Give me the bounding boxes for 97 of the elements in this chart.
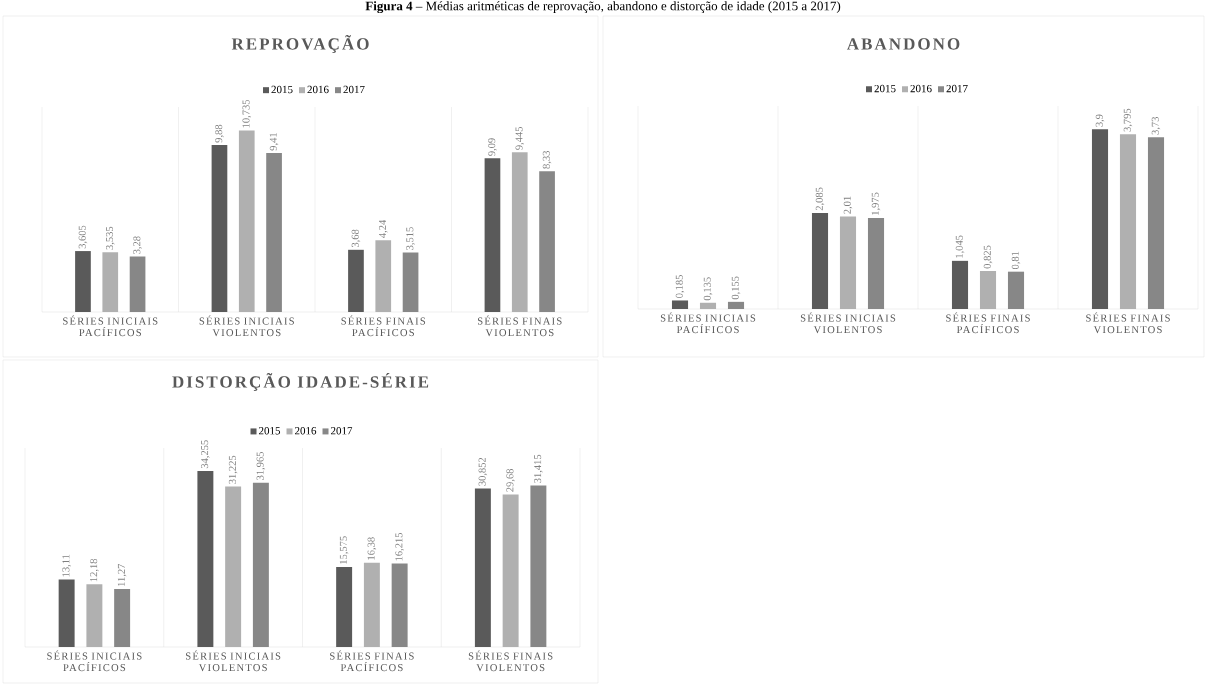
data-label: 3,605 [78, 225, 88, 249]
data-label: 0,135 [703, 277, 713, 301]
data-label: 31,225 [228, 455, 238, 484]
data-label: 31,965 [256, 452, 266, 480]
bar [484, 158, 501, 312]
data-label: 3,535 [105, 226, 115, 250]
data-label: 9,88 [215, 124, 224, 143]
bar [402, 252, 419, 312]
x-tick-label: SÉRIES INICIAIS VIOLENTOS [199, 315, 294, 337]
bar [211, 145, 228, 312]
data-label: 10,735 [242, 99, 252, 128]
bar [699, 302, 717, 309]
data-label: 3,28 [133, 236, 142, 254]
legend-label: 2016 [295, 427, 317, 435]
bar [727, 301, 745, 309]
bar [336, 566, 353, 647]
data-label: 16,215 [395, 532, 404, 561]
bar [129, 256, 146, 312]
bar [58, 579, 75, 647]
bar [348, 249, 364, 312]
data-label: 4,24 [378, 219, 388, 238]
data-label: 30,852 [478, 457, 488, 486]
data-label: 29,68 [506, 468, 515, 492]
data-label: 12,18 [90, 558, 99, 582]
bar [474, 488, 491, 647]
legend-label: 2016 [307, 85, 329, 94]
data-label: 1,045 [955, 235, 965, 258]
data-label: 34,255 [201, 440, 210, 469]
data-label: 3,515 [406, 227, 415, 250]
data-label: 9,09 [488, 138, 497, 156]
chart-title: REPROVAÇÃO [231, 34, 369, 54]
x-tick-label: SÉRIES INICIAIS PACÍFICOS [63, 315, 158, 337]
bar [951, 260, 969, 309]
bar [266, 152, 282, 312]
bar [671, 300, 689, 309]
bar [238, 130, 255, 312]
bar [502, 494, 519, 647]
bar [225, 486, 242, 647]
x-tick-label: SÉRIES FINAIS PACÍFICOS [330, 650, 414, 672]
bar [1091, 129, 1109, 309]
x-tick-label: SÉRIES INICIAIS VIOLENTOS [186, 650, 281, 672]
bar [530, 485, 547, 647]
bar [511, 152, 528, 312]
legend-label: 2015 [271, 85, 293, 94]
chart-title: ABANDONO [846, 38, 960, 50]
bar [197, 470, 214, 647]
data-label: 3,9 [1095, 114, 1105, 127]
x-tick-label: SÉRIES FINAIS PACÍFICOS [341, 315, 426, 337]
data-label: 0,185 [675, 275, 685, 298]
x-tick-label: SÉRIES INICIAIS PACÍFICOS [660, 312, 756, 334]
bar [375, 240, 392, 312]
bar [867, 218, 885, 309]
legend-label: 2017 [343, 85, 365, 94]
data-label: 31,415 [534, 454, 543, 483]
legend-label: 2017 [331, 427, 353, 435]
bar [252, 482, 269, 647]
legend-label: 2017 [946, 84, 968, 93]
data-label: 8,33 [542, 151, 552, 169]
data-label: 0,81 [1011, 251, 1021, 270]
bar [391, 563, 408, 647]
bar [539, 171, 555, 312]
bar [979, 270, 997, 309]
legend-label: 2016 [910, 84, 932, 93]
legend-label: 2015 [259, 427, 281, 435]
data-label: 3,795 [1123, 108, 1133, 132]
data-label: 9,445 [515, 126, 525, 150]
x-tick-label: SÉRIES INICIAIS PACÍFICOS [47, 650, 142, 672]
bar [839, 216, 857, 309]
bar [1119, 134, 1137, 309]
text: Figura 4 – Médias aritméticas de reprovação, abandono e distorção de idade (2015 a 2017) [365, 1, 841, 14]
data-label: 9,41 [269, 133, 279, 151]
data-label: 15,575 [339, 536, 349, 564]
x-tick-label: SÉRIES FINAIS VIOLENTOS [477, 315, 562, 337]
data-label: 3,73 [1151, 117, 1161, 135]
chart-title: DISTORÇÃO IDADE-SÉRIE [172, 372, 429, 392]
bar [114, 589, 131, 647]
bar [363, 562, 380, 647]
data-label: 0,825 [983, 245, 993, 269]
data-label: 2,085 [815, 187, 825, 211]
data-label: 1,975 [871, 192, 881, 215]
data-label: 13,11 [62, 554, 71, 577]
data-label: 11,27 [117, 563, 127, 586]
bar [75, 251, 91, 312]
bar [102, 252, 119, 312]
bar [1007, 271, 1025, 309]
legend-label: 2015 [874, 84, 896, 93]
data-label: 0,155 [731, 276, 741, 300]
x-tick-label: SÉRIES FINAIS PACÍFICOS [946, 312, 1030, 334]
bar [811, 212, 829, 309]
data-label: 2,01 [843, 196, 853, 214]
x-tick-label: SÉRIES FINAIS VIOLENTOS [1086, 312, 1170, 334]
bar [86, 584, 103, 647]
data-label: 3,68 [351, 229, 361, 248]
x-tick-label: SÉRIES INICIAIS VIOLENTOS [800, 312, 896, 334]
x-tick-label: SÉRIES FINAIS VIOLENTOS [468, 650, 553, 672]
data-label: 16,38 [367, 537, 377, 560]
bar [1147, 137, 1165, 309]
